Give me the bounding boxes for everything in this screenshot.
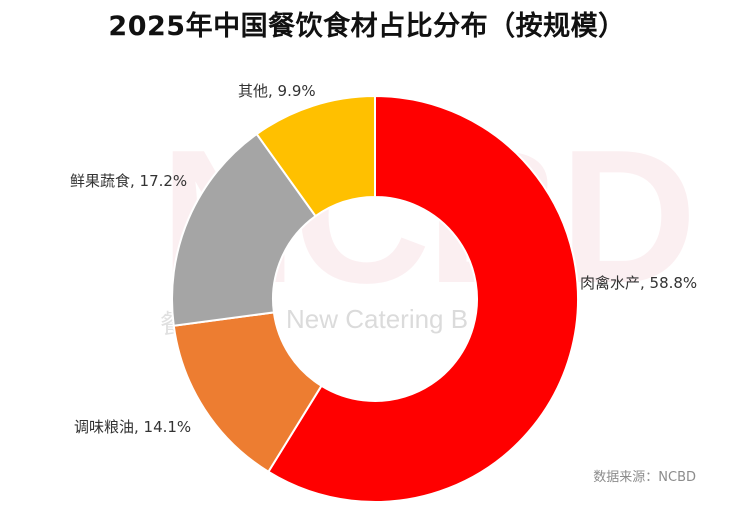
slice-1 bbox=[267, 94, 579, 503]
slice-2 bbox=[172, 311, 323, 474]
slice-label-3: 鲜果蔬食, 17.2% bbox=[70, 172, 188, 190]
data-source: 数据来源：NCBD bbox=[593, 470, 696, 485]
slice-3 bbox=[171, 132, 317, 327]
slice-label-1: 肉禽水产, 58.8% bbox=[580, 274, 698, 292]
slice-4 bbox=[255, 94, 376, 218]
slice-label-4: 其他, 9.9% bbox=[238, 82, 316, 100]
chart-title: 2025年中国餐饮食材占比分布（按规模） bbox=[108, 11, 626, 42]
donut-slices bbox=[171, 94, 579, 503]
slice-label-2: 调味粮油, 14.1% bbox=[74, 418, 192, 436]
